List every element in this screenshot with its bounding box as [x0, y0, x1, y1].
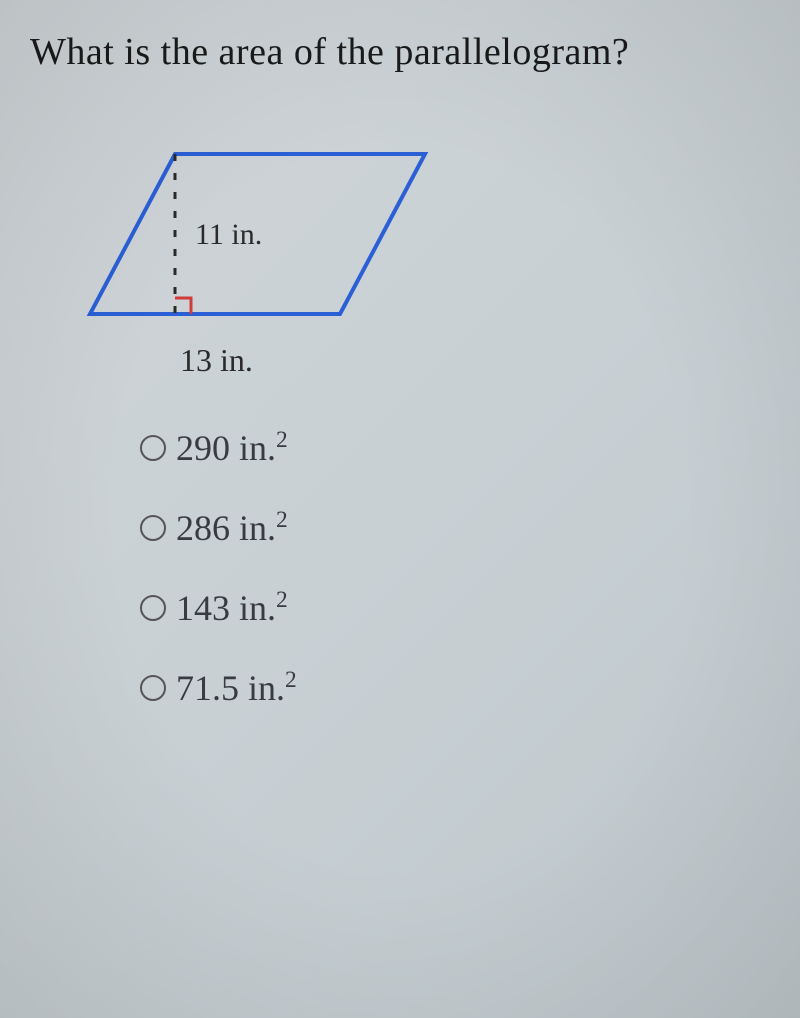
radio-icon[interactable] — [140, 595, 166, 621]
choice-value: 290 — [176, 427, 230, 469]
choice-option[interactable]: 71.5 in.2 — [140, 667, 780, 709]
radio-icon[interactable] — [140, 515, 166, 541]
choice-option[interactable]: 286 in.2 — [140, 507, 780, 549]
choice-option[interactable]: 290 in.2 — [140, 427, 780, 469]
choice-unit: in.2 — [248, 667, 297, 709]
choice-option[interactable]: 143 in.2 — [140, 587, 780, 629]
right-angle-marker — [175, 298, 191, 314]
base-label: 13 in. — [180, 342, 780, 379]
question-text: What is the area of the parallelogram? — [30, 30, 780, 74]
radio-icon[interactable] — [140, 435, 166, 461]
choice-unit: in.2 — [239, 507, 288, 549]
parallelogram-figure: 11 in. 13 in. — [80, 144, 780, 379]
choice-unit: in.2 — [239, 427, 288, 469]
choice-unit: in.2 — [239, 587, 288, 629]
choice-value: 143 — [176, 587, 230, 629]
height-label: 11 in. — [195, 218, 262, 251]
radio-icon[interactable] — [140, 675, 166, 701]
parallelogram-svg: 11 in. — [80, 144, 450, 334]
choice-value: 71.5 — [176, 667, 239, 709]
answer-choices: 290 in.2 286 in.2 143 in.2 71.5 in.2 — [140, 427, 780, 709]
choice-value: 286 — [176, 507, 230, 549]
